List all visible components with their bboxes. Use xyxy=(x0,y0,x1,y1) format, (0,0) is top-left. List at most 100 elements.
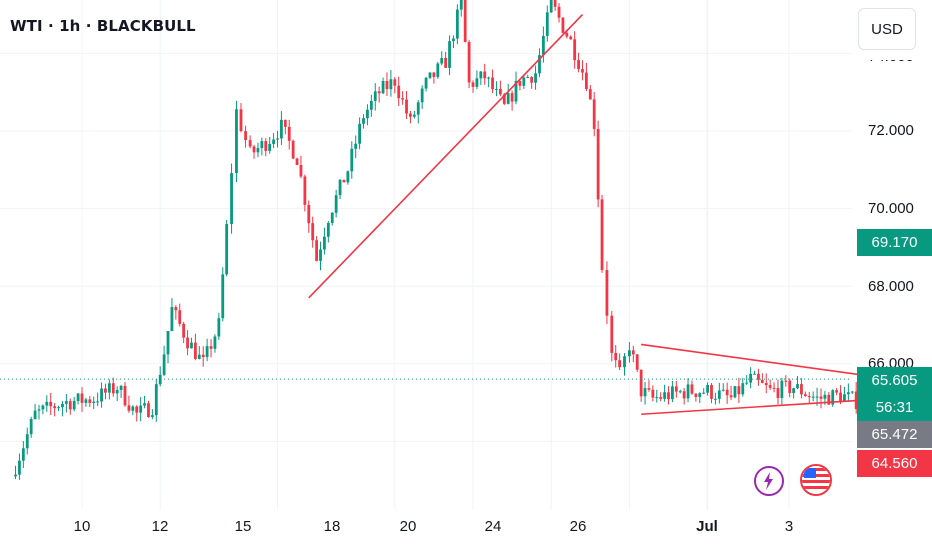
candle-body xyxy=(29,419,33,435)
candle-body xyxy=(37,409,41,411)
candle-body xyxy=(506,93,510,104)
candle-body xyxy=(334,195,338,213)
us-flag-icon[interactable] xyxy=(800,464,832,496)
candle-body xyxy=(147,403,150,417)
candle-body xyxy=(57,407,60,409)
candle-body xyxy=(123,385,127,406)
candle-body xyxy=(502,94,506,104)
candle-body xyxy=(295,158,299,166)
candle-body xyxy=(717,390,721,399)
candle-body xyxy=(557,6,561,18)
candle-body xyxy=(698,393,702,397)
candle-body xyxy=(100,388,103,402)
candle-body xyxy=(639,369,643,397)
candle-body xyxy=(150,415,154,417)
candle-body xyxy=(835,390,839,393)
candle-body xyxy=(796,384,799,389)
candle-body xyxy=(366,109,369,119)
candle-body xyxy=(467,41,471,83)
candle-body xyxy=(663,392,666,399)
candle-body xyxy=(239,109,243,132)
symbol-title[interactable]: WTI · 1h · BLACKBULL xyxy=(10,17,196,35)
candle-body xyxy=(584,72,588,90)
candle-body xyxy=(843,394,846,402)
candle-body xyxy=(725,389,729,396)
candle-body xyxy=(800,384,803,395)
y-tick-label: 70.000 xyxy=(868,200,914,217)
candle-body xyxy=(80,393,84,403)
candle-body xyxy=(522,77,526,86)
candle-body xyxy=(323,236,326,250)
candle-body xyxy=(827,394,831,405)
candle-body xyxy=(244,131,247,141)
candle-body xyxy=(21,448,25,461)
x-tick-label: Jul xyxy=(696,518,718,535)
candle-body xyxy=(702,392,706,394)
candle-body xyxy=(565,32,569,37)
candle-body xyxy=(88,399,92,403)
stop-loss-label: 64.560 xyxy=(857,450,932,477)
candle-body xyxy=(84,399,88,403)
candle-body xyxy=(139,405,143,413)
candle-body xyxy=(193,342,197,359)
candle-body xyxy=(491,77,494,90)
candle-body xyxy=(221,274,225,319)
candle-body xyxy=(170,307,174,332)
y-tick-label: 72.000 xyxy=(868,122,914,139)
candle-body xyxy=(397,85,401,99)
candle-body xyxy=(72,400,76,410)
candle-body xyxy=(311,223,315,241)
candle-body xyxy=(588,89,592,100)
candle-body xyxy=(635,354,639,370)
candle-body xyxy=(541,35,545,56)
candle-body xyxy=(283,119,287,127)
candle-body xyxy=(53,406,57,409)
candle-body xyxy=(545,12,549,36)
candle-body xyxy=(596,128,600,200)
candle-body xyxy=(628,350,631,357)
candle-body xyxy=(753,373,756,375)
candle-body xyxy=(569,36,573,40)
candle-body xyxy=(358,123,362,144)
candle-body xyxy=(405,99,408,114)
candle-body xyxy=(605,269,609,316)
candle-body xyxy=(463,0,467,42)
candle-body xyxy=(205,346,209,358)
candle-body xyxy=(831,390,835,405)
candle-body xyxy=(768,385,772,388)
candle-body xyxy=(850,391,854,393)
candle-body xyxy=(592,99,596,129)
candle-body xyxy=(518,80,522,86)
candle-body xyxy=(385,80,389,90)
last-price-value: 65.605 xyxy=(871,372,918,389)
candle-body xyxy=(659,397,663,399)
candle-body xyxy=(381,80,385,94)
candle-body xyxy=(745,382,749,384)
candle-body xyxy=(811,396,815,398)
candle-body xyxy=(733,386,737,398)
candle-body xyxy=(264,141,268,151)
candle-body xyxy=(330,212,334,223)
candle-body xyxy=(694,393,698,397)
candle-body xyxy=(213,336,217,349)
candle-body xyxy=(209,346,213,349)
trendlines xyxy=(308,14,932,416)
y-tick-label: 68.000 xyxy=(868,278,914,295)
candle-body xyxy=(784,380,788,382)
lightning-icon[interactable] xyxy=(754,466,784,496)
candle-body xyxy=(49,401,53,407)
candle-body xyxy=(18,460,21,475)
x-tick-label: 3 xyxy=(784,518,794,535)
candle-body xyxy=(111,383,115,394)
candle-body xyxy=(115,390,119,394)
candle-body xyxy=(807,396,811,398)
candle-body xyxy=(459,0,463,10)
candle-body xyxy=(225,224,229,275)
candle-body xyxy=(788,380,792,393)
candle-body xyxy=(647,388,651,390)
candle-body xyxy=(651,389,655,398)
currency-button[interactable]: USD xyxy=(858,8,916,50)
candle-body xyxy=(530,77,534,83)
